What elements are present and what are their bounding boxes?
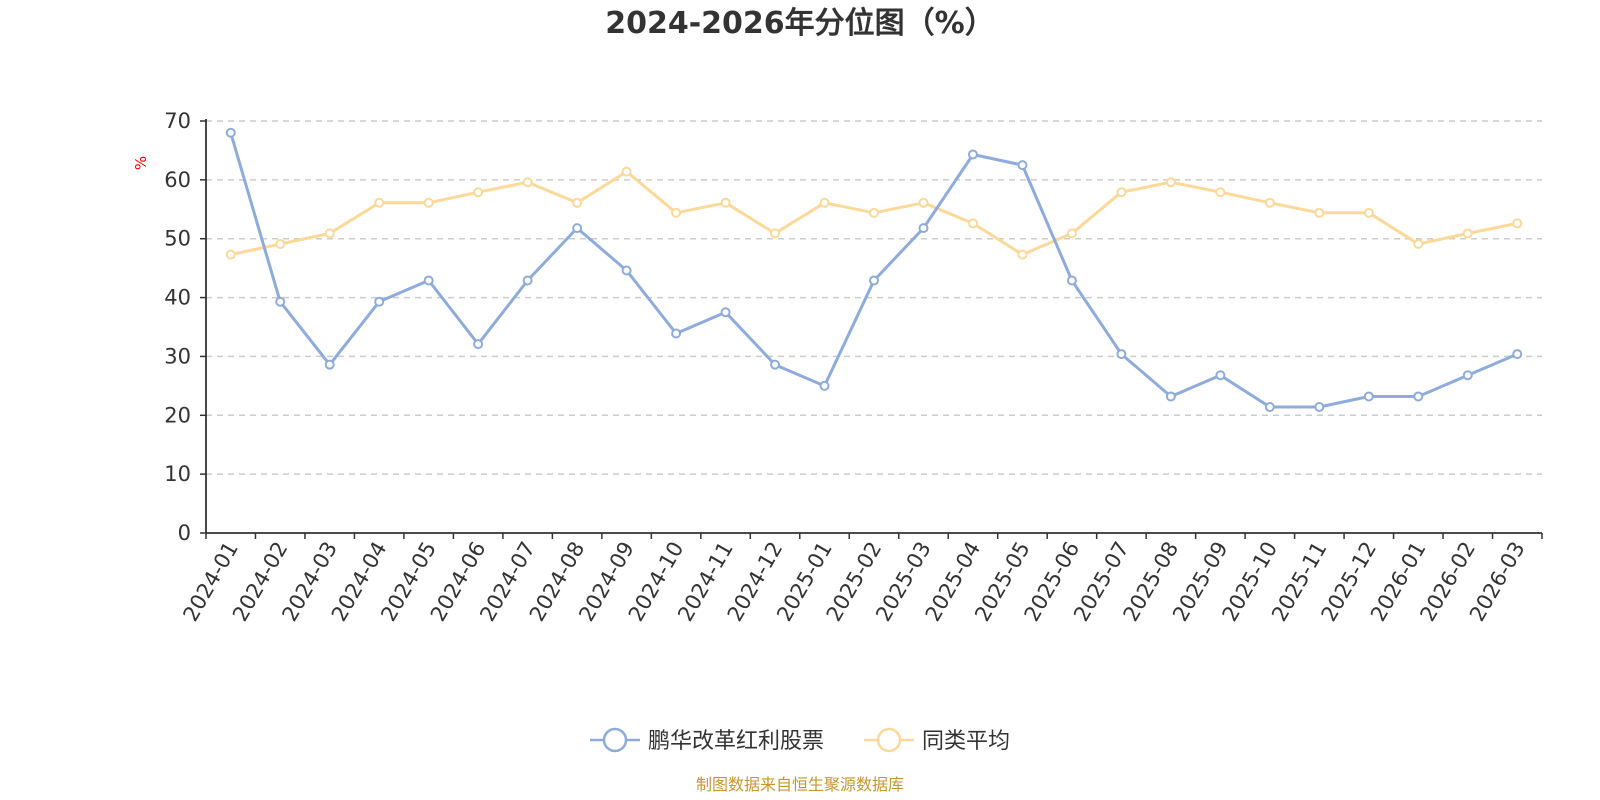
- data-point: [720, 197, 731, 208]
- legend-marker: [876, 727, 902, 753]
- y-tick-label: 30: [164, 344, 191, 368]
- series-0: [225, 127, 1523, 413]
- data-point: [1264, 197, 1275, 208]
- data-point: [918, 223, 929, 234]
- data-point: [374, 296, 385, 307]
- data-point: [621, 265, 632, 276]
- series-line: [229, 132, 1518, 409]
- data-point: [1215, 187, 1226, 198]
- y-tick-label: 50: [164, 227, 191, 251]
- data-point: [819, 380, 830, 391]
- data-point: [819, 197, 830, 208]
- data-point: [1512, 349, 1523, 360]
- series-1: [225, 166, 1523, 260]
- data-point: [1462, 370, 1473, 381]
- data-point: [225, 127, 236, 138]
- data-point: [1116, 349, 1127, 360]
- legend-marker: [602, 727, 628, 753]
- y-tick-label: 60: [164, 168, 191, 192]
- data-point: [225, 249, 236, 260]
- data-point: [918, 197, 929, 208]
- data-point: [522, 177, 533, 188]
- data-point: [1215, 370, 1226, 381]
- data-point: [1413, 239, 1424, 250]
- data-point: [423, 197, 434, 208]
- data-point: [473, 339, 484, 350]
- data-point: [275, 239, 286, 250]
- data-point: [1165, 391, 1176, 402]
- y-tick-label: 10: [164, 462, 191, 486]
- data-point: [1314, 207, 1325, 218]
- data-point: [869, 207, 879, 218]
- y-tick-label: 40: [164, 286, 191, 310]
- data-point: [324, 228, 335, 239]
- data-point: [1314, 402, 1325, 413]
- data-point: [1413, 391, 1424, 402]
- legend-label: 同类平均: [922, 729, 1010, 754]
- data-point: [671, 207, 682, 218]
- data-point: [621, 166, 632, 177]
- y-tick-label: 70: [164, 109, 191, 133]
- data-point: [423, 275, 434, 286]
- data-point: [275, 296, 286, 307]
- data-point: [770, 228, 781, 239]
- data-point: [720, 307, 731, 318]
- legend-item-1[interactable]: 同类平均: [864, 727, 1010, 754]
- data-point: [1512, 218, 1523, 229]
- source-note: 制图数据来自恒生聚源数据库: [696, 775, 904, 794]
- data-point: [671, 328, 682, 339]
- data-point: [1116, 187, 1127, 198]
- series-lines: [225, 127, 1523, 413]
- legend-item-0[interactable]: 鹏华改革红利股票: [590, 727, 824, 754]
- data-point: [1066, 228, 1077, 239]
- data-point: [572, 197, 583, 208]
- data-point: [1363, 391, 1374, 402]
- axes: [205, 119, 1542, 534]
- data-point: [1066, 275, 1077, 286]
- data-point: [967, 218, 978, 229]
- y-tick-label: 0: [178, 521, 191, 545]
- data-point: [374, 197, 385, 208]
- data-point: [324, 359, 335, 370]
- grid-lines: [206, 120, 1542, 475]
- data-point: [967, 149, 978, 160]
- x-axis-ticks: 2024-012024-022024-032024-042024-052024-…: [178, 533, 1543, 625]
- data-point: [869, 275, 879, 286]
- data-point: [1264, 402, 1275, 413]
- y-tick-label: 20: [164, 403, 191, 427]
- y-axis-ticks: 0 10 20 30 40 50 60 70: [164, 109, 206, 545]
- data-point: [572, 223, 583, 234]
- data-point: [473, 187, 484, 198]
- data-point: [770, 359, 781, 370]
- legend-label: 鹏华改革红利股票: [648, 729, 824, 754]
- data-point: [1017, 160, 1028, 171]
- chart-title: 2024-2026年分位图（%）: [605, 6, 995, 41]
- y-axis-unit-label: %: [132, 156, 150, 170]
- data-point: [1462, 228, 1473, 239]
- legend[interactable]: 鹏华改革红利股票 同类平均: [590, 727, 1010, 754]
- data-point: [1363, 207, 1374, 218]
- data-point: [1165, 177, 1176, 188]
- data-point: [1017, 249, 1028, 260]
- data-point: [522, 275, 533, 286]
